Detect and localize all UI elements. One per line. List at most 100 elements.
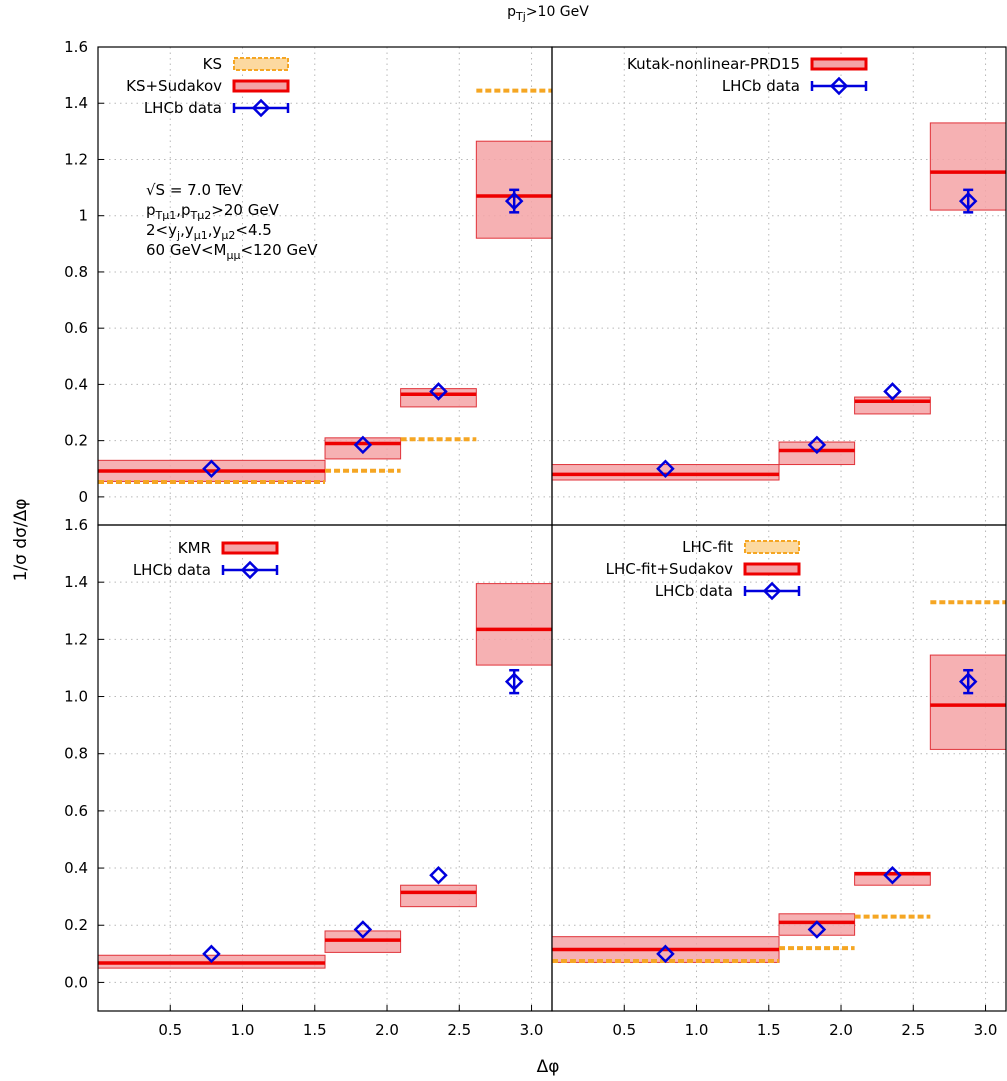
legend-entry: LHCb data [133,560,279,580]
x-tick-label: 3.0 [520,1021,544,1039]
y-tick-label: 1.6 [64,38,88,56]
x-tick-label: 1.0 [231,1021,255,1039]
info-subscript: μ1 [194,229,208,242]
y-tick-label: 1 [78,207,88,225]
data-point-marker [504,672,524,691]
legend-band-swatch [810,57,868,71]
legend-label: LHCb data [655,582,733,600]
figure-title-subscript: Tj [515,10,526,23]
info-line: 60 GeV<Mμμ<120 GeV [146,241,318,262]
info-subscript: Tμ1 [155,209,177,222]
legend-entry: KMR [178,539,279,557]
info-subscript: μμ [226,249,240,262]
uncertainty-band [324,437,402,460]
y-tick-label: 0.4 [64,859,88,877]
x-tick-label: 0.5 [158,1021,182,1039]
info-line: pTμ1,pTμ2>20 GeV [146,201,280,222]
legend-label: LHCb data [722,77,800,95]
panels-group: 0 0.2 0.4 0.6 0.8 1 1.2 1.4 1.6 KS KS+Sudakov LHCb … [64,38,1007,1039]
x-tick-label: 2.5 [901,1021,925,1039]
y-tick-label: 1.4 [64,573,88,591]
legend-band-swatch [743,562,801,576]
x-tick-label: 1.5 [757,1021,781,1039]
data-point-marker [883,865,902,885]
data-point-marker [353,920,373,939]
data-point-marker [807,920,827,939]
info-line: √S = 7.0 TeV [146,181,243,199]
y-tick-label: 1.2 [64,150,88,168]
legend-entry: LHCb data [144,98,290,118]
figure-title-rest: >10 GeV [526,4,589,20]
legend-label: Kutak-nonlinear-PRD15 [627,55,800,73]
data-point-marker [656,459,675,479]
info-text-part: ,p [176,201,190,219]
panel-top-left: 0 0.2 0.4 0.6 0.8 1 1.2 1.4 1.6 KS KS+Sudakov LHCb … [64,38,553,526]
y-tick-label: 1.0 [64,688,88,706]
legend-entry: Kutak-nonlinear-PRD15 [627,55,868,73]
data-point-marker [958,191,978,211]
legend-data-marker [829,76,849,96]
legend-label: LHC-fit+Sudakov [606,560,733,578]
info-text-part: <120 GeV [240,241,318,259]
x-tick-label: 2.0 [829,1021,853,1039]
y-tick-label: 0.8 [64,263,88,281]
y-tick-label: 0.2 [64,432,88,450]
info-text-part: ,y [180,221,194,239]
uncertainty-band [475,583,553,666]
legend-label: LHCb data [144,99,222,117]
legend-entry: LHC-fit [682,538,800,556]
info-text-part: 2<y [146,221,177,239]
figure-title-main: p [507,4,516,20]
data-point-marker [656,944,675,964]
uncertainty-band [778,913,856,936]
legend-entry: LHCb data [655,581,801,601]
legend-label: KMR [178,539,211,557]
y-tick-label: 1.4 [64,94,88,112]
info-text-part: 60 GeV<M [146,241,226,259]
x-tick-label: 0.5 [612,1021,636,1039]
x-tick-label: 3.0 [974,1021,998,1039]
info-text-part: ,y [208,221,222,239]
y-tick-label: 1.6 [64,516,88,534]
x-axis-title: Δφ [537,1057,560,1077]
y-tick-label: 0 [78,488,88,506]
y-tick-label: 0.4 [64,375,88,393]
data-point-marker [429,382,448,401]
legend-entry: LHC-fit+Sudakov [606,560,801,578]
y-tick-label: 1.2 [64,630,88,648]
legend-band-swatch [221,541,279,555]
panel-bottom-right: 0.5 1.0 1.5 2.0 2.5 3.0 LHC-fit LHC-fit+Sudakov… [551,524,1007,1039]
data-point-marker [958,672,978,691]
x-tick-label: 1.0 [685,1021,709,1039]
info-subscript: j [176,229,180,242]
legend-entry: KS [203,55,289,73]
legend-entry: KS+Sudakov [126,77,290,95]
panel-bottom-left: 0.0 0.2 0.4 0.6 0.8 1.0 1.2 1.4 1.6 0.5 1.0 1.5 2.0 2… [64,516,553,1039]
y-tick-label: 0.6 [64,319,88,337]
panel-frame [551,524,1007,1012]
legend-dashed-swatch [233,57,289,71]
legend-data-marker [251,98,271,118]
info-subscript: μ2 [221,229,235,242]
legend-label: KS+Sudakov [126,77,222,95]
legend-label: LHC-fit [682,538,733,556]
x-tick-label: 1.5 [303,1021,327,1039]
x-tick-label: 2.5 [447,1021,471,1039]
y-tick-label: 0.8 [64,745,88,763]
y-axis-title: 1/σ dσ/Δφ [11,499,31,582]
legend-entry: LHCb data [722,76,868,96]
y-tick-label: 0.0 [64,973,88,991]
legend-data-marker [762,581,782,601]
info-text-part: p [146,201,156,219]
legend-band-swatch [232,79,290,93]
data-point-marker [504,191,524,211]
info-text-part: >20 GeV [211,201,279,219]
x-tick-label: 2.0 [375,1021,399,1039]
data-point-marker [807,435,827,455]
info-subscript: Tμ2 [190,209,212,222]
uncertainty-band [400,884,477,908]
data-point-marker [202,459,221,479]
data-point-marker [883,382,902,401]
legend-dashed-swatch [744,540,800,554]
